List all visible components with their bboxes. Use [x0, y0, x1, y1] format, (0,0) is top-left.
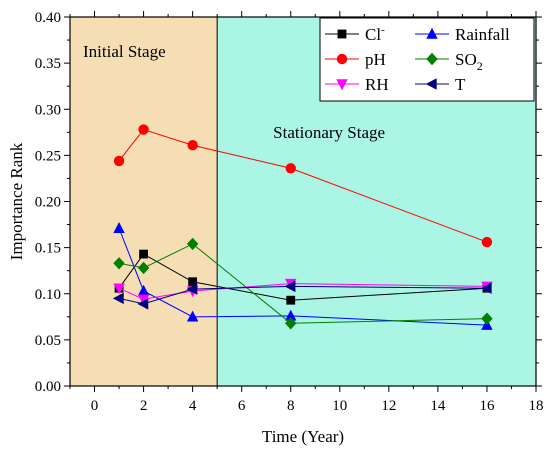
axes — [64, 11, 542, 392]
data-point-so2 — [137, 261, 150, 275]
x-tick-label: 0 — [91, 398, 99, 414]
x-tick-label: 18 — [529, 398, 544, 414]
data-point-ph — [285, 163, 296, 174]
y-tick-label: 0.40 — [35, 10, 61, 26]
x-tick-label: 10 — [332, 398, 347, 414]
data-point-t — [112, 292, 124, 305]
y-tick-label: 0.20 — [35, 195, 61, 211]
data-point-ph — [113, 155, 125, 167]
legend: Cl- Rainfall pH SO2 RH T — [319, 17, 535, 102]
data-point-so2 — [285, 317, 297, 330]
data-point-ph — [187, 140, 198, 151]
y-tick-label: 0.00 — [35, 379, 61, 395]
data-point-t — [186, 283, 198, 295]
y-tick-label: 0.05 — [35, 333, 61, 349]
data-point-cl — [286, 295, 296, 305]
legend-marker-t — [425, 78, 437, 90]
legend-label-t: T — [455, 75, 466, 94]
legend-marker-cl — [337, 29, 347, 39]
data-point-t — [137, 298, 149, 310]
data-point-ph — [138, 124, 149, 135]
x-tick-label: 14 — [430, 398, 446, 414]
y-axis-title: Importance Rank — [7, 142, 26, 260]
data-point-so2 — [113, 257, 125, 270]
legend-label-rainfall: Rainfall — [455, 25, 510, 44]
legend-marker-so2 — [426, 52, 438, 66]
legend-label-so2: SO2 — [455, 50, 483, 73]
legend-label-rh: RH — [365, 75, 389, 94]
data-point-rainfall — [186, 310, 199, 322]
stage-region-0 — [70, 17, 218, 386]
data-point-cl — [188, 277, 198, 287]
legend-label-ph: pH — [365, 50, 386, 69]
x-tick-label: 6 — [238, 398, 246, 414]
data-point-so2 — [186, 237, 199, 251]
data-point-t — [284, 280, 296, 293]
data-point-rainfall — [113, 222, 125, 233]
tick-labels: 0 2 4 6 8 10 12 14 16 18 0.00 0.05 0.10 0.15 0.20 0.25 0… — [7, 10, 544, 446]
stationary-stage-label: Stationary Stage — [273, 123, 385, 142]
x-axis-title: Time (Year) — [262, 427, 344, 446]
x-tick-label: 12 — [381, 398, 396, 414]
y-tick-label: 0.35 — [35, 56, 61, 72]
data-point-cl — [139, 249, 148, 259]
initial-stage-label: Initial Stage — [83, 42, 166, 61]
legend-marker-rainfall — [426, 27, 438, 39]
x-tick-label: 16 — [479, 398, 495, 414]
y-tick-label: 0.10 — [35, 287, 61, 303]
data-point-so2 — [481, 312, 493, 325]
y-tick-label: 0.15 — [35, 241, 61, 257]
data-point-rh — [113, 283, 125, 295]
legend-marker-rh — [336, 79, 348, 91]
x-tick-label: 2 — [140, 398, 148, 414]
y-tick-label: 0.30 — [35, 102, 61, 118]
x-tick-label: 4 — [189, 398, 197, 414]
y-tick-label: 0.25 — [35, 148, 61, 164]
data-point-rainfall — [285, 309, 297, 321]
data-point-t — [480, 282, 492, 294]
series-lines — [112, 124, 493, 330]
legend-label-cl: Cl- — [365, 24, 385, 44]
data-point-rh — [137, 294, 150, 306]
data-point-rainfall — [137, 284, 150, 296]
legend-marker-ph — [336, 53, 348, 65]
data-point-ph — [481, 236, 493, 248]
x-tick-label: 8 — [287, 398, 295, 414]
